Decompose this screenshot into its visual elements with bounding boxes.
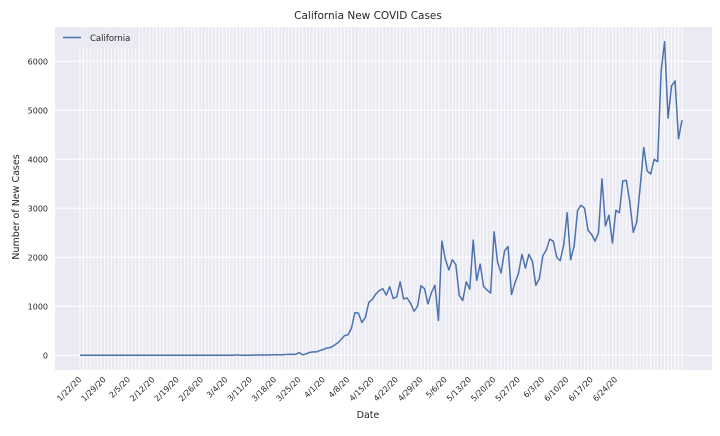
x-axis-label: Date — [357, 410, 380, 421]
y-tick-label: 6000 — [28, 57, 48, 66]
legend: California — [58, 28, 138, 48]
y-tick-label: 4000 — [28, 155, 48, 164]
chart-title: California New COVID Cases — [294, 10, 442, 22]
y-tick-label: 1000 — [28, 302, 48, 311]
legend-label-california: California — [90, 34, 130, 44]
y-axis-label: Number of New Cases — [11, 154, 22, 259]
y-tick-label: 3000 — [28, 204, 48, 213]
y-tick-label: 2000 — [28, 253, 48, 262]
y-tick-label: 0 — [43, 351, 48, 360]
y-tick-label: 5000 — [28, 106, 48, 115]
plot-area — [55, 27, 712, 370]
